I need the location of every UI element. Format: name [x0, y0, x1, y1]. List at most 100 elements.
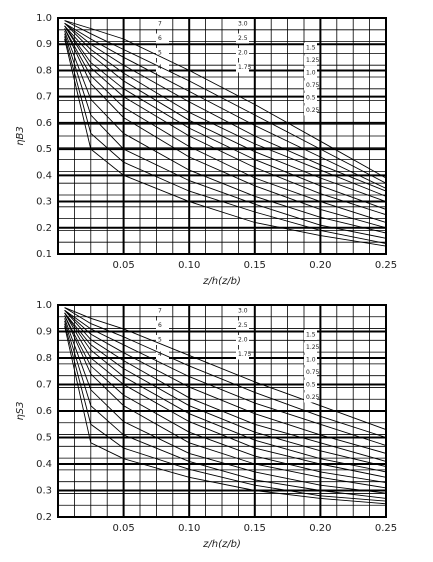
y-tick-label: 0.4 — [36, 459, 52, 470]
label-box — [304, 380, 317, 390]
y-tick-label: 0.1 — [36, 249, 52, 260]
label-box — [304, 68, 317, 78]
x-tick-label: 0.15 — [244, 523, 266, 534]
y-tick-label: 0.6 — [36, 118, 52, 129]
curve-label: 2.0 — [238, 337, 248, 344]
curve — [64, 25, 387, 210]
y-axis-label: ηS3 — [15, 401, 26, 420]
label-box — [304, 367, 317, 378]
curve — [64, 309, 387, 462]
label-box — [236, 48, 249, 58]
curve-label: 7 — [158, 308, 162, 315]
curve — [64, 28, 387, 223]
curve — [64, 22, 387, 192]
curve-label: 0.5 — [306, 95, 316, 102]
x-tick-label: 0.15 — [244, 260, 266, 271]
y-tick-label: 0.2 — [36, 223, 52, 234]
curve-label: 6 — [158, 322, 162, 329]
curve — [64, 22, 387, 189]
y-tick-label: 0.5 — [36, 433, 52, 444]
curve-label: 0.5 — [306, 382, 316, 389]
curve — [64, 315, 387, 489]
label-box — [236, 62, 249, 73]
label-box — [236, 349, 249, 360]
curve — [64, 28, 387, 229]
curve-label: 4 — [158, 64, 162, 71]
x-axis-label: z/h(z/b) — [202, 539, 241, 550]
x-tick-label: 0.05 — [112, 260, 134, 271]
label-box — [236, 335, 249, 345]
y-tick-label: 0.6 — [36, 406, 52, 417]
curve-label: 1.75 — [238, 351, 252, 358]
curve — [64, 22, 387, 197]
curve — [64, 307, 387, 438]
curve — [64, 33, 387, 239]
y-tick-label: 0.9 — [36, 327, 52, 338]
curve-label: 1.25 — [306, 57, 320, 64]
y-tick-label: 1.0 — [36, 300, 52, 311]
curve-label: 0.25 — [306, 394, 320, 401]
label-box — [156, 62, 169, 73]
curve-label: 2.0 — [238, 50, 248, 57]
label-box — [304, 342, 317, 353]
curve-label: 6 — [158, 35, 162, 42]
label-box — [156, 320, 169, 331]
curve — [64, 326, 387, 505]
y-tick-label: 0.8 — [36, 65, 52, 76]
label-box — [304, 55, 317, 66]
label-box — [156, 19, 169, 29]
curve — [64, 20, 387, 179]
plot-frame — [57, 17, 387, 255]
x-tick-label: 0.10 — [178, 260, 200, 271]
curve-label: 5 — [158, 50, 162, 57]
curve — [64, 315, 387, 484]
curve — [64, 309, 387, 446]
y-axis-label: ηB3 — [15, 126, 26, 146]
y-tick-label: 0.9 — [36, 39, 52, 50]
curve — [64, 309, 387, 454]
curve-label: 2.5 — [238, 35, 248, 42]
curve-label: 1.25 — [306, 344, 320, 351]
y-tick-label: 0.8 — [36, 353, 52, 364]
curve-label: 1.0 — [306, 357, 316, 364]
label-box — [156, 306, 169, 316]
label-box — [156, 48, 169, 58]
curve — [64, 312, 387, 478]
plot-frame — [57, 304, 387, 518]
y-tick-label: 1.0 — [36, 13, 52, 24]
label-box — [304, 355, 317, 365]
label-box — [304, 330, 317, 340]
curve — [64, 307, 387, 431]
y-tick-label: 0.7 — [36, 380, 52, 391]
curve — [64, 25, 387, 216]
curve — [64, 30, 387, 234]
y-tick-label: 0.7 — [36, 92, 52, 103]
x-tick-label: 0.20 — [309, 523, 331, 534]
x-tick-label: 0.05 — [112, 523, 134, 534]
curve — [64, 36, 387, 244]
curve-label: 7 — [158, 21, 162, 28]
y-tick-label: 0.4 — [36, 170, 52, 181]
curve-label: 0.25 — [306, 107, 320, 114]
label-box — [156, 335, 169, 345]
curve-label: 4 — [158, 351, 162, 358]
label-box — [304, 43, 317, 53]
curve — [64, 320, 387, 499]
x-tick-label: 0.25 — [375, 523, 397, 534]
x-tick-label: 0.20 — [309, 260, 331, 271]
label-box — [236, 19, 249, 29]
curve — [64, 318, 387, 494]
curve — [64, 20, 387, 184]
curve — [64, 38, 387, 247]
curve-label: 1.5 — [306, 45, 316, 52]
curve-label: 0.75 — [306, 369, 320, 376]
curve-label: 1.0 — [306, 70, 316, 77]
y-tick-label: 0.5 — [36, 144, 52, 155]
curve — [64, 25, 387, 203]
curve — [64, 312, 387, 473]
x-tick-label: 0.10 — [178, 523, 200, 534]
label-box — [304, 392, 317, 403]
curve — [64, 323, 387, 502]
curve-label: 5 — [158, 337, 162, 344]
